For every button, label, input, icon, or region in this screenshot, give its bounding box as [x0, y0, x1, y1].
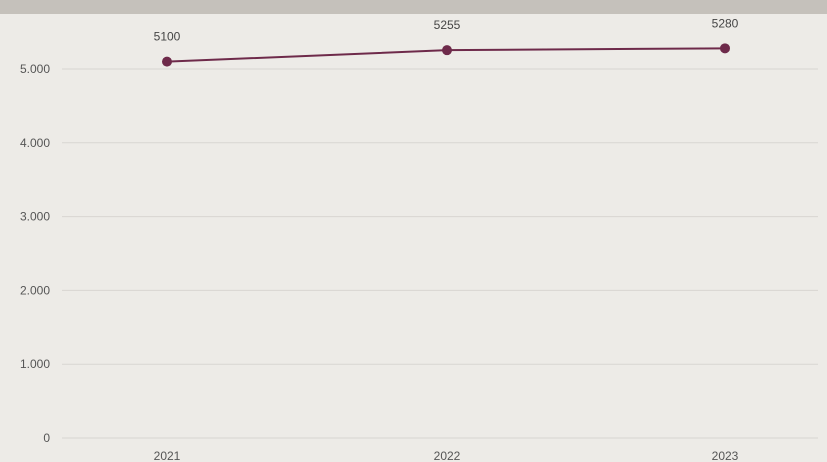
header-bar [0, 0, 827, 14]
x-tick-label: 2021 [154, 449, 181, 462]
y-tick-label: 3.000 [20, 210, 50, 224]
y-tick-label: 5.000 [20, 62, 50, 76]
data-point [442, 45, 452, 56]
data-point [162, 56, 172, 67]
y-tick-label: 2.000 [20, 283, 50, 297]
y-tick-label: 1.000 [20, 357, 50, 371]
data-label: 5280 [712, 16, 739, 30]
y-tick-label: 4.000 [20, 136, 50, 150]
data-point [720, 43, 730, 54]
data-label: 5255 [434, 18, 461, 32]
x-tick-label: 2022 [434, 449, 461, 462]
data-label: 5100 [154, 30, 181, 44]
x-tick-label: 2023 [712, 449, 739, 462]
y-tick-label: 0 [43, 431, 50, 445]
